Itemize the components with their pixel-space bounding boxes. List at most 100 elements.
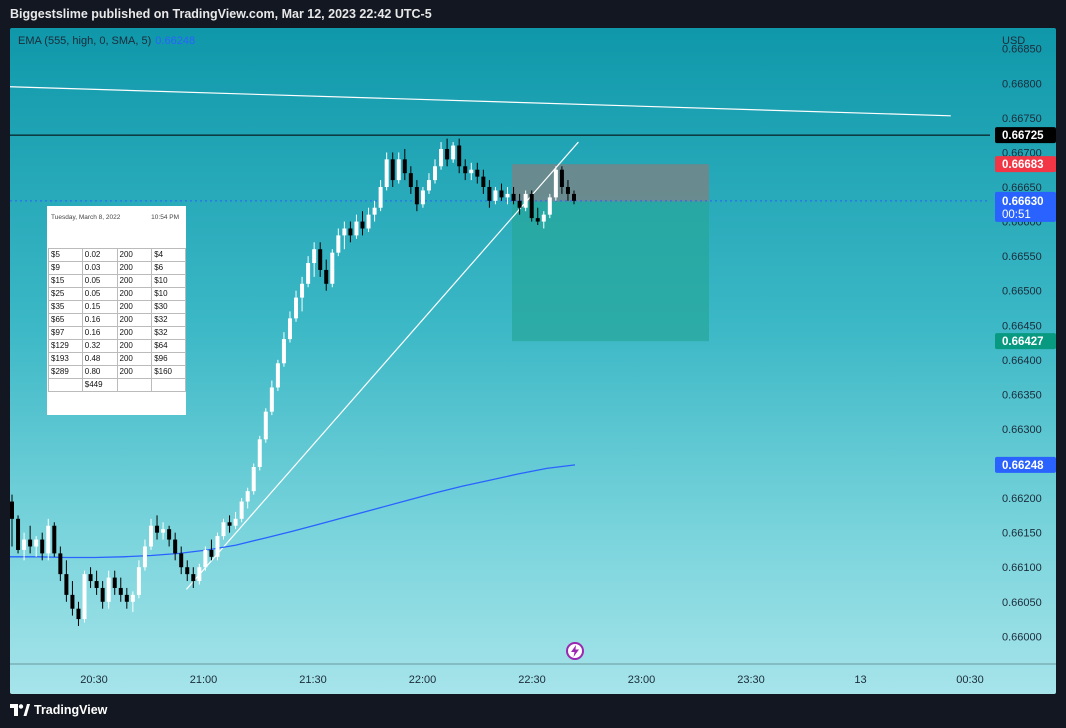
- candle-body: [505, 193, 510, 198]
- table-cell: $449: [81, 378, 118, 392]
- tradingview-logo-icon: [10, 704, 30, 716]
- currency-label: USD: [1002, 35, 1025, 47]
- candle-body: [22, 539, 27, 550]
- y-tick-label: 0.66400: [1002, 355, 1042, 367]
- candle-body: [275, 363, 280, 388]
- candle-body: [215, 536, 220, 557]
- table-cell: 0.02: [81, 248, 118, 262]
- candle-body: [167, 529, 172, 540]
- candle-body: [306, 263, 311, 284]
- trend-line: [10, 86, 951, 117]
- table-cell: [151, 378, 186, 392]
- candle-body: [239, 501, 244, 519]
- candle-body: [535, 218, 540, 222]
- candle-body: [517, 200, 522, 208]
- candle-body: [457, 145, 462, 167]
- table-cell: $5: [48, 248, 83, 262]
- price-chart[interactable]: USD0.668500.668000.667500.667000.666500.…: [10, 28, 1056, 694]
- trend-line: [185, 141, 579, 590]
- candle-body: [408, 173, 413, 187]
- chart-panel[interactable]: USD 0.66850 0.66800 0.66750 0.66700 0.66650 0.…: [10, 28, 1056, 694]
- candle-body: [209, 549, 214, 557]
- tradingview-logo[interactable]: TradingView: [10, 703, 107, 717]
- bar-countdown: 00:51: [1002, 209, 1031, 221]
- x-tick-label: 22:00: [409, 674, 437, 686]
- candle-body: [559, 169, 564, 187]
- table-cell: $129: [48, 339, 83, 353]
- candle-body: [173, 539, 178, 554]
- table-row: $449: [48, 378, 186, 392]
- table-cell: $30: [151, 300, 186, 314]
- table-row: $97 0.16 200 $32: [48, 326, 186, 340]
- sizing-table: $5 0.02 200 $4 $9 0.03 200 $6 $15 0.05 200 $10 $25 0.…: [48, 248, 186, 392]
- table-row: $35 0.15 200 $30: [48, 300, 186, 314]
- candle-body: [475, 169, 480, 177]
- y-tick-label: 0.66650: [1002, 182, 1042, 194]
- price-tag-bg: [995, 333, 1056, 350]
- candle-body: [185, 567, 190, 575]
- table-row: $289 0.80 200 $160: [48, 365, 186, 379]
- candle-body: [499, 190, 504, 198]
- candle-body: [34, 539, 39, 547]
- candle-body: [420, 190, 425, 205]
- candle-body: [300, 283, 305, 298]
- take-profit-zone: [512, 201, 709, 342]
- y-tick-label: 0.66750: [1002, 113, 1042, 125]
- y-tick-label: 0.66500: [1002, 286, 1042, 298]
- candle-body: [203, 549, 208, 568]
- table-cell: 200: [116, 326, 153, 340]
- candle-body: [384, 159, 389, 187]
- y-tick-label: 0.66050: [1002, 597, 1042, 609]
- table-row: $15 0.05 200 $10: [48, 274, 186, 288]
- table-cell: [116, 378, 153, 392]
- x-tick-label: 23:00: [628, 674, 656, 686]
- candle-body: [58, 553, 63, 575]
- candle-body: [124, 594, 129, 602]
- candle-body: [463, 166, 468, 174]
- candle-body: [360, 221, 365, 229]
- candle-body: [354, 221, 359, 236]
- table-date: Tuesday, March 8, 2022: [51, 214, 121, 221]
- candle-body: [547, 197, 552, 215]
- table-row: $5 0.02 200 $4: [48, 248, 186, 262]
- candle-body: [16, 518, 21, 550]
- candle-body: [263, 411, 268, 440]
- table-cell: 200: [116, 287, 153, 301]
- candle-body: [372, 207, 377, 215]
- footer-bar: TradingView: [0, 694, 1066, 728]
- table-cell: $160: [151, 365, 186, 379]
- y-tick-label: 0.66550: [1002, 251, 1042, 263]
- candle-body: [46, 525, 51, 554]
- candle-body: [76, 608, 81, 620]
- ema-indicator-label[interactable]: EMA (555, high, 0, SMA, 5) 0.66248: [18, 35, 195, 47]
- candle-body: [426, 180, 431, 191]
- x-tick-label: 22:30: [518, 674, 546, 686]
- candle-body: [130, 594, 135, 602]
- candle-body: [112, 577, 117, 588]
- table-cell: $289: [48, 365, 83, 379]
- header-bar: Biggestslime published on TradingView.co…: [0, 0, 1066, 28]
- candle-body: [136, 567, 141, 595]
- candle-body: [402, 159, 407, 174]
- lightning-icon[interactable]: [566, 642, 584, 660]
- candle-body: [100, 587, 105, 602]
- candle-body: [155, 525, 160, 533]
- table-cell: 200: [116, 274, 153, 288]
- table-row: $193 0.48 200 $96: [48, 352, 186, 366]
- candle-body: [414, 187, 419, 205]
- candle-body: [439, 148, 444, 167]
- table-cell: 200: [116, 365, 153, 379]
- table-row: $129 0.32 200 $64: [48, 339, 186, 353]
- x-tick-label: 13: [854, 674, 866, 686]
- x-tick-label: 21:00: [190, 674, 218, 686]
- candle-body: [10, 501, 14, 519]
- position-size-table: Tuesday, March 8, 2022 10:54 PM $5 0.02 20…: [47, 206, 186, 415]
- candle-body: [179, 553, 184, 568]
- candle-body: [451, 145, 456, 160]
- table-row: $25 0.05 200 $10: [48, 287, 186, 301]
- table-cell: 0.16: [81, 326, 118, 340]
- table-cell: 0.05: [81, 274, 118, 288]
- candle-body: [257, 439, 262, 467]
- candle-body: [70, 594, 75, 609]
- price-tag: 0.66725: [1002, 130, 1044, 142]
